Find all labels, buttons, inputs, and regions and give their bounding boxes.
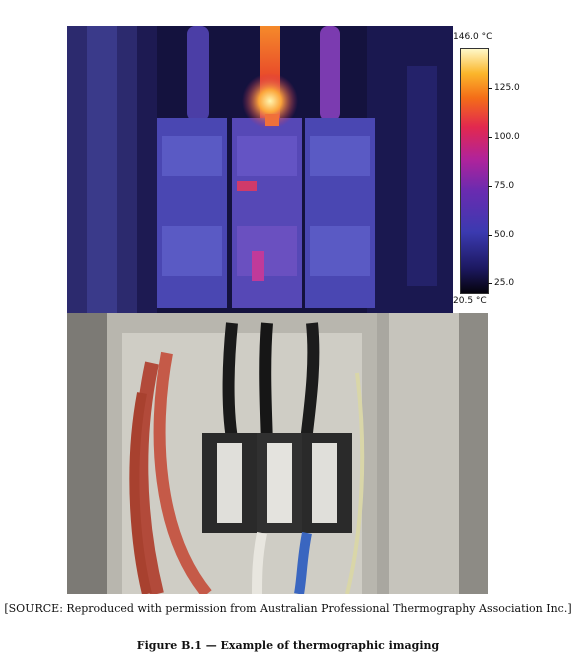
thermal-image	[67, 26, 453, 313]
source-attribution: [SOURCE: Reproduced with permission from…	[4, 602, 572, 615]
scale-tick-label: 25.0	[494, 278, 515, 288]
scale-tick	[488, 186, 492, 187]
scale-tick-label: 125.0	[494, 83, 520, 93]
electrical-panel-photo	[67, 313, 488, 594]
scale-tick-label: 50.0	[494, 230, 515, 240]
scale-tick	[488, 137, 492, 138]
scale-tick-label: 75.0	[494, 181, 515, 191]
figure-caption: Figure B.1 — Example of thermographic im…	[136, 639, 440, 652]
electrical-panel-photo-graphic	[67, 313, 488, 594]
temperature-scale-bar	[460, 48, 489, 294]
thermal-image-graphic	[67, 26, 453, 313]
scale-max-label: 146.0 °C	[453, 32, 493, 42]
scale-min-label: 20.5 °C	[453, 296, 487, 306]
scale-tick	[488, 283, 492, 284]
scale-tick	[488, 88, 492, 89]
scale-tick	[488, 235, 492, 236]
scale-tick-label: 100.0	[494, 132, 520, 142]
